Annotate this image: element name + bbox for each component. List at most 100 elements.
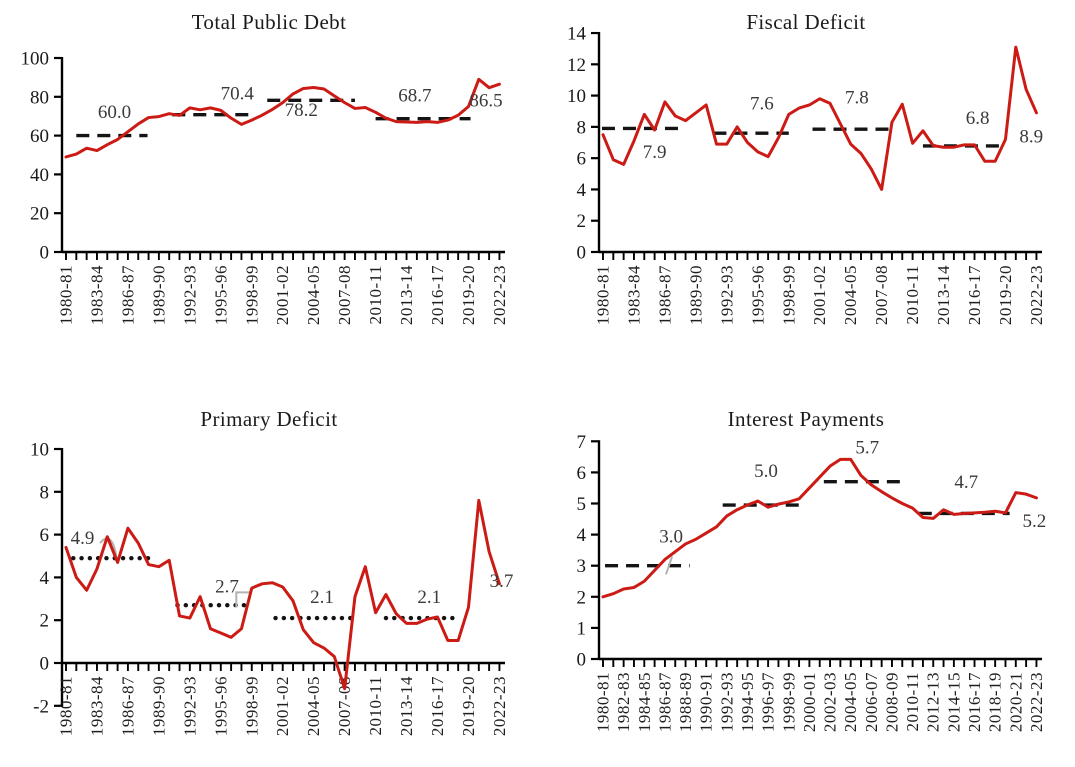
x-tick-label: 2022-23 bbox=[490, 676, 509, 736]
x-tick-label: 1980-81 bbox=[594, 265, 613, 325]
y-tick-label: 2 bbox=[577, 211, 587, 232]
x-tick-label: 2010-11 bbox=[366, 676, 385, 736]
x-tick-label: 2002-03 bbox=[821, 672, 840, 732]
x-tick-label: 2012-13 bbox=[924, 672, 943, 732]
average-label: 7.6 bbox=[750, 94, 774, 115]
x-tick-label: 1998-99 bbox=[779, 672, 798, 732]
chart-title-interest-payments: Interest Payments bbox=[727, 407, 885, 431]
average-label: 2.1 bbox=[310, 587, 334, 608]
callout-mark bbox=[665, 556, 674, 575]
average-label: 5.7 bbox=[855, 438, 879, 459]
x-tick-label: 2008-09 bbox=[882, 672, 901, 732]
series-line bbox=[64, 498, 501, 691]
x-tick-label: 2019-20 bbox=[996, 265, 1015, 325]
x-tick-label: 2020-21 bbox=[1006, 672, 1025, 732]
x-tick-label: 2010-11 bbox=[903, 265, 922, 325]
x-tick-label: 1983-84 bbox=[624, 265, 643, 325]
average-label: 6.8 bbox=[966, 108, 990, 129]
x-tick-label: 2004-05 bbox=[304, 676, 323, 736]
end-value-label: 5.2 bbox=[1023, 511, 1047, 532]
x-tick-label: 2022-23 bbox=[1027, 672, 1046, 732]
average-label: 4.7 bbox=[954, 472, 978, 493]
x-tick-label: 1995-96 bbox=[211, 676, 230, 736]
end-value-label: 8.9 bbox=[1019, 127, 1043, 148]
x-tick-label: 1998-99 bbox=[242, 676, 261, 736]
x-tick-label: 2019-20 bbox=[459, 265, 478, 325]
x-tick-label: 1986-87 bbox=[118, 676, 137, 736]
x-tick-label: 1980-81 bbox=[57, 676, 76, 736]
series-line bbox=[601, 45, 1038, 191]
chart-title-primary-deficit: Primary Deficit bbox=[200, 407, 338, 431]
x-tick-label: 1992-93 bbox=[180, 265, 199, 325]
x-tick-label: 1983-84 bbox=[87, 265, 106, 325]
chart-fiscal-deficit: 0 2 4 6 8 10 12 14 1980-81 1983-84 1986-87 1989-90 1… bbox=[537, 0, 1075, 381]
x-tick-label: 1989-90 bbox=[149, 676, 168, 736]
series-line bbox=[601, 457, 1038, 599]
average-label: 2.7 bbox=[215, 576, 239, 597]
y-tick-label: 3 bbox=[577, 556, 587, 577]
chart-title-total-public-debt: Total Public Debt bbox=[191, 10, 347, 34]
y-tick-label: 4 bbox=[577, 180, 587, 201]
chart-canvas-total-public-debt: 0 20 40 60 80 100 1980-81 1983-84 1986-87 1989-90… bbox=[0, 0, 537, 381]
x-tick-label: 2004-05 bbox=[841, 672, 860, 732]
chart-canvas-interest-payments: 0 1 2 3 4 5 6 7 1980-81 1982-83 1984-85 1986-87 1988… bbox=[537, 381, 1075, 762]
x-tick-label: 2016-17 bbox=[965, 672, 984, 732]
x-tick-label: 1980-81 bbox=[594, 672, 613, 732]
y-tick-label: 0 bbox=[577, 650, 587, 671]
x-tick-label: 2022-23 bbox=[490, 265, 509, 325]
average-label: 2.1 bbox=[417, 587, 441, 608]
x-tick-label: 2013-14 bbox=[397, 265, 416, 325]
chart-interest-payments: 0 1 2 3 4 5 6 7 1980-81 1982-83 1984-85 1986-87 1988… bbox=[537, 381, 1075, 762]
x-tick-label: 1995-96 bbox=[211, 265, 230, 325]
x-tick-label: 2007-08 bbox=[335, 265, 354, 325]
x-tick-label: 1998-99 bbox=[779, 265, 798, 325]
x-tick-label: 2006-07 bbox=[862, 672, 881, 732]
y-tick-label: 12 bbox=[567, 55, 586, 76]
x-tick-label: 1984-85 bbox=[635, 672, 654, 732]
x-tick-label: 1992-93 bbox=[180, 676, 199, 736]
x-tick-label: 2013-14 bbox=[397, 676, 416, 736]
x-tick-label: 1992-93 bbox=[717, 672, 736, 732]
average-label: 68.7 bbox=[398, 86, 431, 107]
x-tick-label: 1994-95 bbox=[738, 672, 757, 732]
y-tick-label: 10 bbox=[30, 440, 49, 461]
x-tick-label: 1996-97 bbox=[759, 672, 778, 732]
average-label: 7.8 bbox=[845, 87, 869, 108]
x-tick-label: 2018-19 bbox=[986, 672, 1005, 732]
y-tick-label: 8 bbox=[40, 482, 50, 503]
x-tick-label: 2000-01 bbox=[800, 672, 819, 732]
y-tick-label: 6 bbox=[577, 149, 587, 170]
x-tick-label: 2010-11 bbox=[366, 265, 385, 325]
y-tick-label: 0 bbox=[577, 243, 587, 264]
y-tick-label: 80 bbox=[30, 87, 49, 108]
chart-primary-deficit: -2 0 2 4 6 8 10 1980-81 1983-84 1986-87 1989-90 199… bbox=[0, 381, 537, 762]
x-tick-label: 2016-17 bbox=[428, 265, 447, 325]
series-line bbox=[64, 77, 501, 159]
x-tick-label: 1986-87 bbox=[118, 265, 137, 325]
y-tick-label: 4 bbox=[40, 568, 50, 589]
x-tick-label: 2016-17 bbox=[965, 265, 984, 325]
y-tick-label: 2 bbox=[577, 587, 587, 608]
y-tick-label: 5 bbox=[577, 494, 587, 515]
chart-title-fiscal-deficit: Fiscal Deficit bbox=[746, 10, 866, 34]
y-tick-label: 8 bbox=[577, 117, 587, 138]
x-tick-label: 2010-11 bbox=[903, 672, 922, 732]
y-tick-label: 10 bbox=[567, 86, 586, 107]
x-tick-label: 2007-08 bbox=[872, 265, 891, 325]
y-tick-label: 1 bbox=[577, 618, 587, 639]
x-tick-label: 1988-89 bbox=[676, 672, 695, 732]
y-tick-label: 14 bbox=[567, 24, 587, 45]
x-tick-label: 1998-99 bbox=[242, 265, 261, 325]
chart-total-public-debt: 0 20 40 60 80 100 1980-81 1983-84 1986-87 1989-90… bbox=[0, 0, 537, 381]
x-tick-label: 1990-91 bbox=[697, 672, 716, 732]
x-tick-label: 2001-02 bbox=[273, 676, 292, 736]
y-tick-label: 0 bbox=[40, 654, 50, 675]
chart-canvas-fiscal-deficit: 0 2 4 6 8 10 12 14 1980-81 1983-84 1986-87 1989-90 1… bbox=[537, 0, 1075, 381]
average-label: 78.2 bbox=[285, 100, 318, 121]
x-tick-label: 1982-83 bbox=[614, 672, 633, 732]
x-tick-label: 2016-17 bbox=[428, 676, 447, 736]
chart-svg: 0 2 4 6 8 10 12 14 1980-81 1983-84 1986-87 1989-90 1… bbox=[567, 24, 1046, 326]
y-tick-label: 2 bbox=[40, 611, 50, 632]
end-value-label: 3.7 bbox=[490, 571, 514, 592]
